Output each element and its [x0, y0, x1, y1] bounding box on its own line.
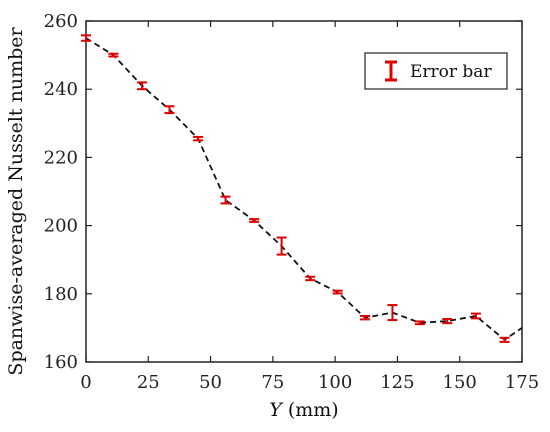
- error-bars: [81, 34, 510, 343]
- x-tick-label: 175: [505, 372, 539, 393]
- error-bar: [470, 312, 481, 320]
- legend-label: Error bar: [410, 62, 492, 82]
- x-tick-label: 150: [443, 372, 477, 393]
- x-axis-label-unit: (mm): [282, 399, 339, 421]
- error-bar: [387, 304, 398, 322]
- error-bar: [220, 195, 231, 205]
- error-bar: [164, 105, 175, 115]
- error-bar: [276, 236, 287, 256]
- x-tick-label: 100: [318, 372, 352, 393]
- legend-box: [364, 52, 508, 90]
- x-tick-label: 0: [80, 372, 91, 393]
- error-bar: [305, 275, 316, 282]
- x-tick-label: 75: [261, 372, 284, 393]
- legend-error-bar-marker: [385, 60, 397, 82]
- y-tick-label: 160: [44, 352, 78, 373]
- y-tick-label: 240: [44, 79, 78, 100]
- error-bar: [499, 336, 510, 343]
- x-tick-label: 125: [380, 372, 414, 393]
- x-tick-label: 50: [199, 372, 222, 393]
- y-axis-label: Spanwise-averaged Nusselt number: [5, 27, 27, 376]
- y-tick-label: 260: [44, 11, 78, 32]
- x-axis-label: Y (mm): [269, 399, 338, 421]
- error-bar: [193, 135, 204, 142]
- y-axis: 160 180 200 220 240 260: [44, 11, 522, 373]
- y-tick-label: 200: [44, 216, 78, 237]
- x-axis-label-var: Y: [269, 399, 284, 421]
- error-bar: [249, 218, 260, 223]
- x-tick-label: 25: [137, 372, 160, 393]
- y-tick-label: 220: [44, 147, 78, 168]
- error-bar: [442, 318, 453, 325]
- error-bar: [360, 314, 371, 321]
- y-tick-label: 180: [44, 284, 78, 305]
- x-axis: 0 25 50 75 100 125 150 175: [80, 21, 539, 393]
- legend: Error bar: [364, 52, 508, 90]
- error-bar: [108, 52, 119, 58]
- error-bar: [414, 320, 425, 326]
- error-bar: [81, 34, 91, 42]
- error-bar: [332, 289, 343, 295]
- error-bar: [137, 81, 148, 91]
